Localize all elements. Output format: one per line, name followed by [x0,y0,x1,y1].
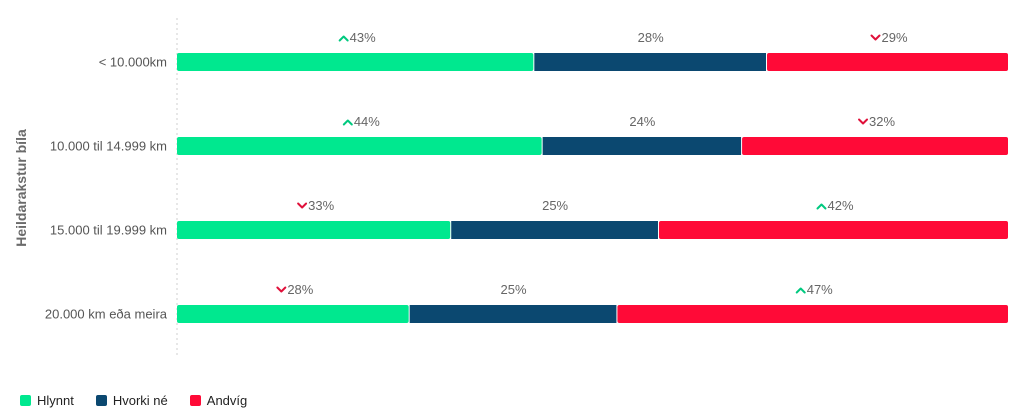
data-label: 28% [638,30,664,45]
legend-item[interactable]: Andvíg [189,393,248,408]
bar-segment[interactable] [542,137,742,155]
chevron-down-icon [276,286,287,293]
legend-label: Andvíg [206,393,248,408]
bar-segment[interactable] [742,137,1008,155]
data-label: 32% [869,114,895,129]
bar-segment[interactable] [617,305,1008,323]
chevron-up-icon [795,287,806,294]
legend-swatch [189,395,201,406]
bar-segment[interactable] [409,305,617,323]
bar-segment[interactable] [177,53,534,71]
bar-segment[interactable] [534,53,767,71]
category-label: 20.000 km eða meira [45,307,168,322]
chart: Heildarakstur bíla < 10.000km 10.000 til … [13,18,1008,358]
bar-segment[interactable] [451,221,658,239]
data-label: 24% [629,114,655,129]
chevron-down-icon [297,202,308,209]
chevron-up-icon [338,35,349,42]
category-label: 10.000 til 14.999 km [50,139,167,154]
bar-segment[interactable] [177,221,451,239]
data-label: 47% [807,282,833,297]
chevron-up-icon [816,203,827,210]
data-label: 42% [827,198,853,213]
data-label: 28% [287,282,313,297]
data-label: 33% [308,198,334,213]
chevron-down-icon [858,118,869,125]
legend: Hlynnt Hvorki né Andvíg [20,393,247,408]
legend-item[interactable]: Hlynnt [20,393,74,408]
bar-segment[interactable] [177,137,542,155]
legend-item[interactable]: Hvorki né [95,393,168,408]
legend-label: Hvorki né [112,393,168,408]
bar-segment[interactable] [658,221,1008,239]
chevron-down-icon [870,34,881,41]
bar-segment[interactable] [177,305,409,323]
y-axis-title: Heildarakstur bíla [13,129,29,247]
data-label: 29% [882,30,908,45]
legend-swatch [20,395,31,406]
chevron-up-icon [342,119,353,126]
legend-swatch [95,395,107,406]
bar-segment[interactable] [767,53,1008,71]
data-label: 25% [501,282,527,297]
category-label: 15.000 til 19.999 km [50,223,167,238]
legend-label: Hlynnt [37,393,74,408]
data-label: 44% [354,114,380,129]
data-label: 25% [542,198,568,213]
data-label: 43% [350,30,376,45]
category-label: < 10.000km [99,55,167,70]
